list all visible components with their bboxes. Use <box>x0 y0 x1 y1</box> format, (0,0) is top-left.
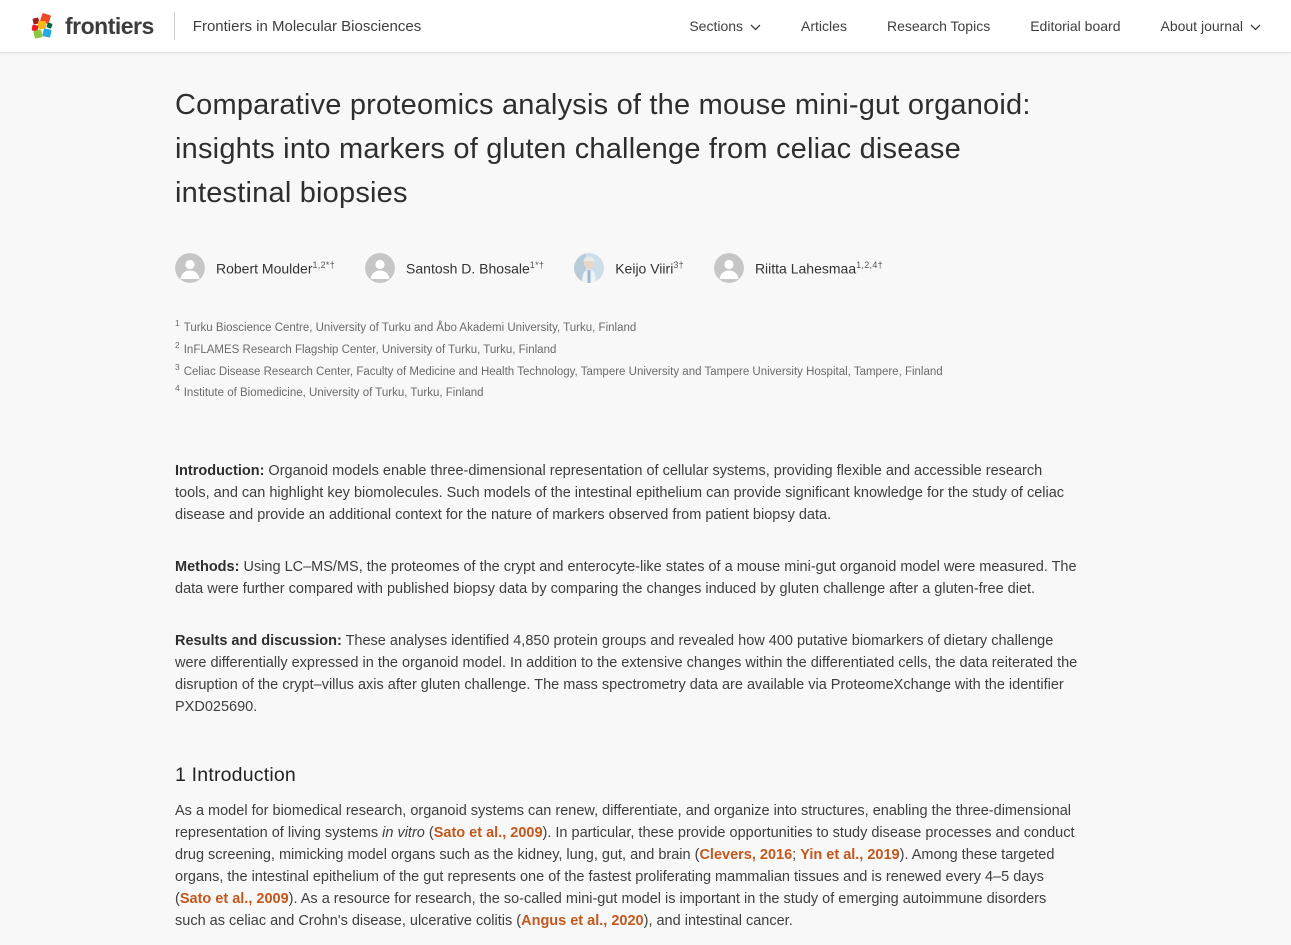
introduction-paragraph: As a model for biomedical research, orga… <box>175 800 1080 932</box>
journal-name[interactable]: Frontiers in Molecular Biosciences <box>192 17 422 35</box>
affiliation-number: 2 <box>175 339 180 350</box>
affiliation-text: InFLAMES Research Flagship Center, Unive… <box>183 343 557 356</box>
abstract-text: Using LC–MS/MS, the proteomes of the cry… <box>175 559 1077 598</box>
author-name-text: Santosh D. Bhosale <box>406 260 530 277</box>
author-santosh-bhosale[interactable]: Santosh D. Bhosale1*† <box>365 253 544 283</box>
avatar <box>713 253 744 283</box>
body-text: ). As a resource for research, the so-ca… <box>175 891 1047 930</box>
top-navbar: frontiers Frontiers in Molecular Bioscie… <box>0 0 1291 53</box>
author-name: Riitta Lahesmaa1,2,4† <box>755 260 883 277</box>
author-name-text: Robert Moulder <box>216 260 313 277</box>
affiliation-number: 1 <box>175 318 180 328</box>
nav-sections[interactable]: Sections <box>689 18 761 34</box>
author-superscript: 1*† <box>529 259 545 270</box>
author-superscript: 1,2*† <box>312 259 336 270</box>
header-divider <box>173 12 175 40</box>
author-superscript: 3† <box>673 259 684 270</box>
author-robert-moulder[interactable]: Robert Moulder1,2*† <box>175 253 335 283</box>
abstract-text: Organoid models enable three-dimensional… <box>175 463 1065 524</box>
citation-link[interactable]: Sato et al., 2009 <box>179 891 289 908</box>
frontiers-logo[interactable]: frontiers <box>30 13 154 40</box>
author-name-text: Keijo Viiri <box>615 260 674 277</box>
author-name: Santosh D. Bhosale1*† <box>406 260 544 277</box>
affiliation-number: 3 <box>175 361 180 372</box>
abstract-label: Results and discussion: <box>175 633 342 650</box>
body-text: ; <box>792 847 801 864</box>
nav-editorial-board[interactable]: Editorial board <box>1030 18 1120 34</box>
frontiers-logo-text: frontiers <box>65 12 154 39</box>
nav-about-journal-label: About journal <box>1160 18 1243 34</box>
affiliation-4: 4 Institute of Biomedicine, University of… <box>175 380 1080 402</box>
nav-editorial-board-label: Editorial board <box>1030 18 1121 34</box>
section-heading-introduction: 1 Introduction <box>175 764 296 787</box>
nav-articles[interactable]: Articles <box>801 18 847 34</box>
affiliation-number: 4 <box>175 383 180 394</box>
abstract-text: These analyses identified 4,850 protein … <box>175 633 1078 716</box>
italic-text: in vitro <box>382 825 425 842</box>
abstract-label: Methods: <box>175 559 240 576</box>
abstract-section: Introduction: Organoid models enable thr… <box>175 460 1080 718</box>
author-name: Robert Moulder1,2*† <box>216 260 335 277</box>
abstract-label: Introduction: <box>175 463 265 480</box>
nav-research-topics[interactable]: Research Topics <box>887 18 990 34</box>
body-text: As a model for biomedical research, orga… <box>175 803 1072 842</box>
affiliation-3: 3 Celiac Disease Research Center, Faculty… <box>175 359 1080 381</box>
nav-articles-label: Articles <box>801 18 847 34</box>
affiliation-text: Celiac Disease Research Center, Faculty … <box>183 365 943 378</box>
affiliation-text: Institute of Biomedicine, University of … <box>183 387 484 400</box>
author-superscript: 1,2,4† <box>856 259 883 270</box>
frontiers-logo-icon <box>31 12 53 39</box>
abstract-introduction: Introduction: Organoid models enable thr… <box>175 460 1080 526</box>
nav-sections-label: Sections <box>689 18 744 34</box>
author-photo <box>574 253 605 283</box>
affiliation-1: 1 Turku Bioscience Centre, University of … <box>175 315 1080 337</box>
author-name-text: Riitta Lahesmaa <box>754 260 857 277</box>
abstract-methods: Methods: Using LC–MS/MS, the proteomes o… <box>175 556 1080 600</box>
body-text: ( <box>424 825 434 842</box>
body-text: ). Among these targeted organs, the inte… <box>175 847 1055 908</box>
article-title: Comparative proteomics analysis of the m… <box>175 89 1031 209</box>
chevron-down-icon <box>1250 24 1261 30</box>
chevron-down-icon <box>750 24 761 30</box>
affiliation-2: 2 InFLAMES Research Flagship Center, Univ… <box>175 337 1080 359</box>
citation-link[interactable]: Yin et al., 2019 <box>800 847 900 864</box>
nav-research-topics-label: Research Topics <box>886 18 991 34</box>
author-riitta-lahesmaa[interactable]: Riitta Lahesmaa1,2,4† <box>713 253 883 283</box>
affiliation-text: Turku Bioscience Centre, University of T… <box>183 321 637 334</box>
citation-link[interactable]: Angus et al., 2020 <box>521 913 644 930</box>
author-keijo-viiri[interactable]: Keijo Viiri3† <box>574 253 684 283</box>
header-nav: Sections Articles Research Topics Editor… <box>689 18 1261 34</box>
article-page: Comparative proteomics analysis of the m… <box>0 53 1291 932</box>
body-text: ). In particular, these provide opportun… <box>175 825 1075 864</box>
nav-about-journal[interactable]: About journal <box>1160 18 1261 34</box>
citation-link[interactable]: Clevers, 2016 <box>699 847 793 864</box>
affiliations-list: 1 Turku Bioscience Centre, University of … <box>175 315 1080 402</box>
authors-row: Robert Moulder1,2*† Santosh D. Bhosale1*… <box>175 253 1080 283</box>
author-name: Keijo Viiri3† <box>615 260 684 277</box>
avatar <box>365 253 396 283</box>
body-text: ), and intestinal cancer. <box>643 913 793 930</box>
citation-link[interactable]: Sato et al., 2009 <box>433 825 543 842</box>
avatar <box>175 253 205 283</box>
abstract-results: Results and discussion: These analyses i… <box>175 630 1080 718</box>
